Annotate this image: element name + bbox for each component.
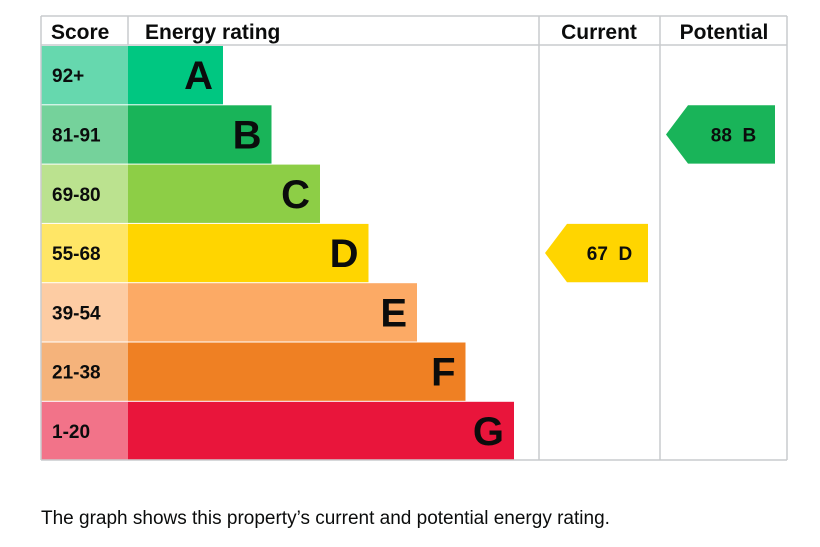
chart-caption: The graph shows this property’s current …	[41, 508, 610, 529]
rating-letter-g: G	[473, 410, 504, 454]
score-cell-b	[41, 105, 128, 164]
score-label-d: 55-68	[52, 244, 101, 265]
rating-bar-f	[128, 342, 466, 401]
score-cell-g	[41, 401, 128, 461]
rating-bar-d	[128, 223, 369, 283]
rating-letter-e: E	[380, 291, 407, 335]
score-label-b: 81-91	[52, 125, 101, 146]
rating-letter-f: F	[431, 351, 455, 395]
rating-bar-a	[128, 46, 223, 105]
potential-rating-arrow	[666, 105, 775, 164]
potential-rating-label: 88 B	[711, 125, 756, 146]
score-cell-c	[41, 164, 128, 223]
score-cell-e	[41, 283, 128, 342]
potential-header: Potential	[680, 21, 769, 44]
rating-bar-e	[128, 283, 417, 342]
score-label-c: 69-80	[52, 185, 101, 206]
score-cell-a	[41, 46, 128, 105]
rating-bar-g	[128, 401, 514, 461]
score-label-g: 1-20	[52, 422, 90, 443]
score-cell-d	[41, 223, 128, 283]
score-cell-f	[41, 342, 128, 401]
rating-letter-d: D	[330, 232, 359, 276]
current-header: Current	[561, 21, 637, 44]
score-label-f: 21-38	[52, 363, 101, 384]
rating-letter-b: B	[233, 113, 262, 157]
score-label-e: 39-54	[52, 303, 101, 324]
current-rating-arrow	[545, 223, 648, 283]
score-header: Score	[51, 21, 109, 44]
rating-letter-c: C	[281, 173, 310, 217]
rating-letter-a: A	[184, 54, 213, 98]
energy-rating-header: Energy rating	[145, 21, 280, 44]
rating-bar-b	[128, 105, 272, 164]
epc-chart: Score Energy rating Current Potential 92…	[40, 15, 788, 461]
score-label-a: 92+	[52, 66, 84, 87]
current-rating-label: 67 D	[587, 244, 632, 265]
rating-bar-c	[128, 164, 320, 223]
